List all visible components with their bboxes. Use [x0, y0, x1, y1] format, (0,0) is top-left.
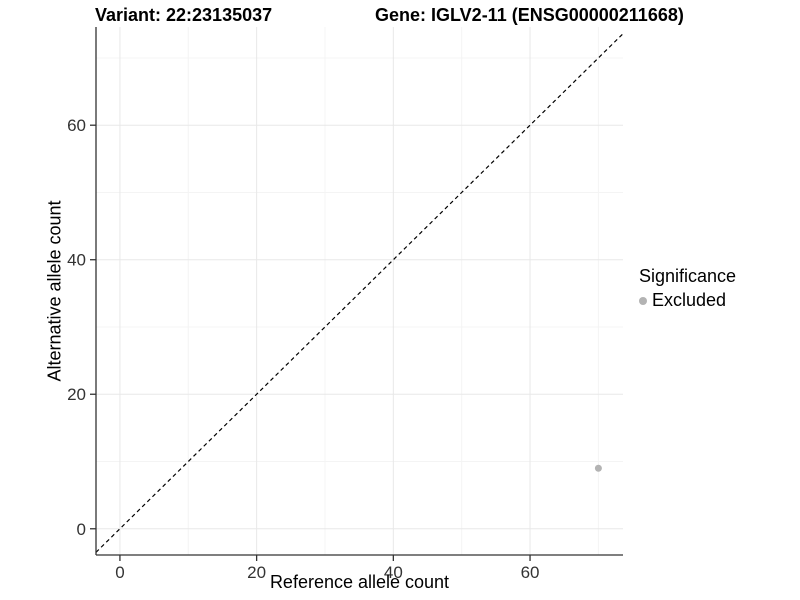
identity-line	[95, 33, 624, 553]
y-tick-label: 60	[67, 116, 86, 135]
y-tick-label: 0	[77, 520, 86, 539]
legend-item-label: Excluded	[652, 290, 727, 310]
y-tick-label: 20	[67, 385, 86, 404]
x-tick-label: 20	[247, 563, 266, 582]
y-tick-label: 40	[67, 251, 86, 270]
gene-title: Gene: IGLV2-11 (ENSG00000211668)	[375, 5, 684, 25]
x-tick-label: 0	[115, 563, 124, 582]
x-tick-label: 60	[521, 563, 540, 582]
data-point	[594, 464, 602, 472]
legend-item-excluded: Excluded	[639, 290, 736, 311]
legend: Significance Excluded	[639, 266, 736, 311]
legend-title: Significance	[639, 266, 737, 286]
x-axis-title: Reference allele count	[269, 572, 450, 592]
y-axis-title: Alternative allele count	[44, 200, 65, 382]
variant-title: Variant: 22:23135037	[95, 5, 273, 25]
legend-point-icon	[639, 296, 647, 305]
x-tick-label: 40	[384, 563, 403, 582]
